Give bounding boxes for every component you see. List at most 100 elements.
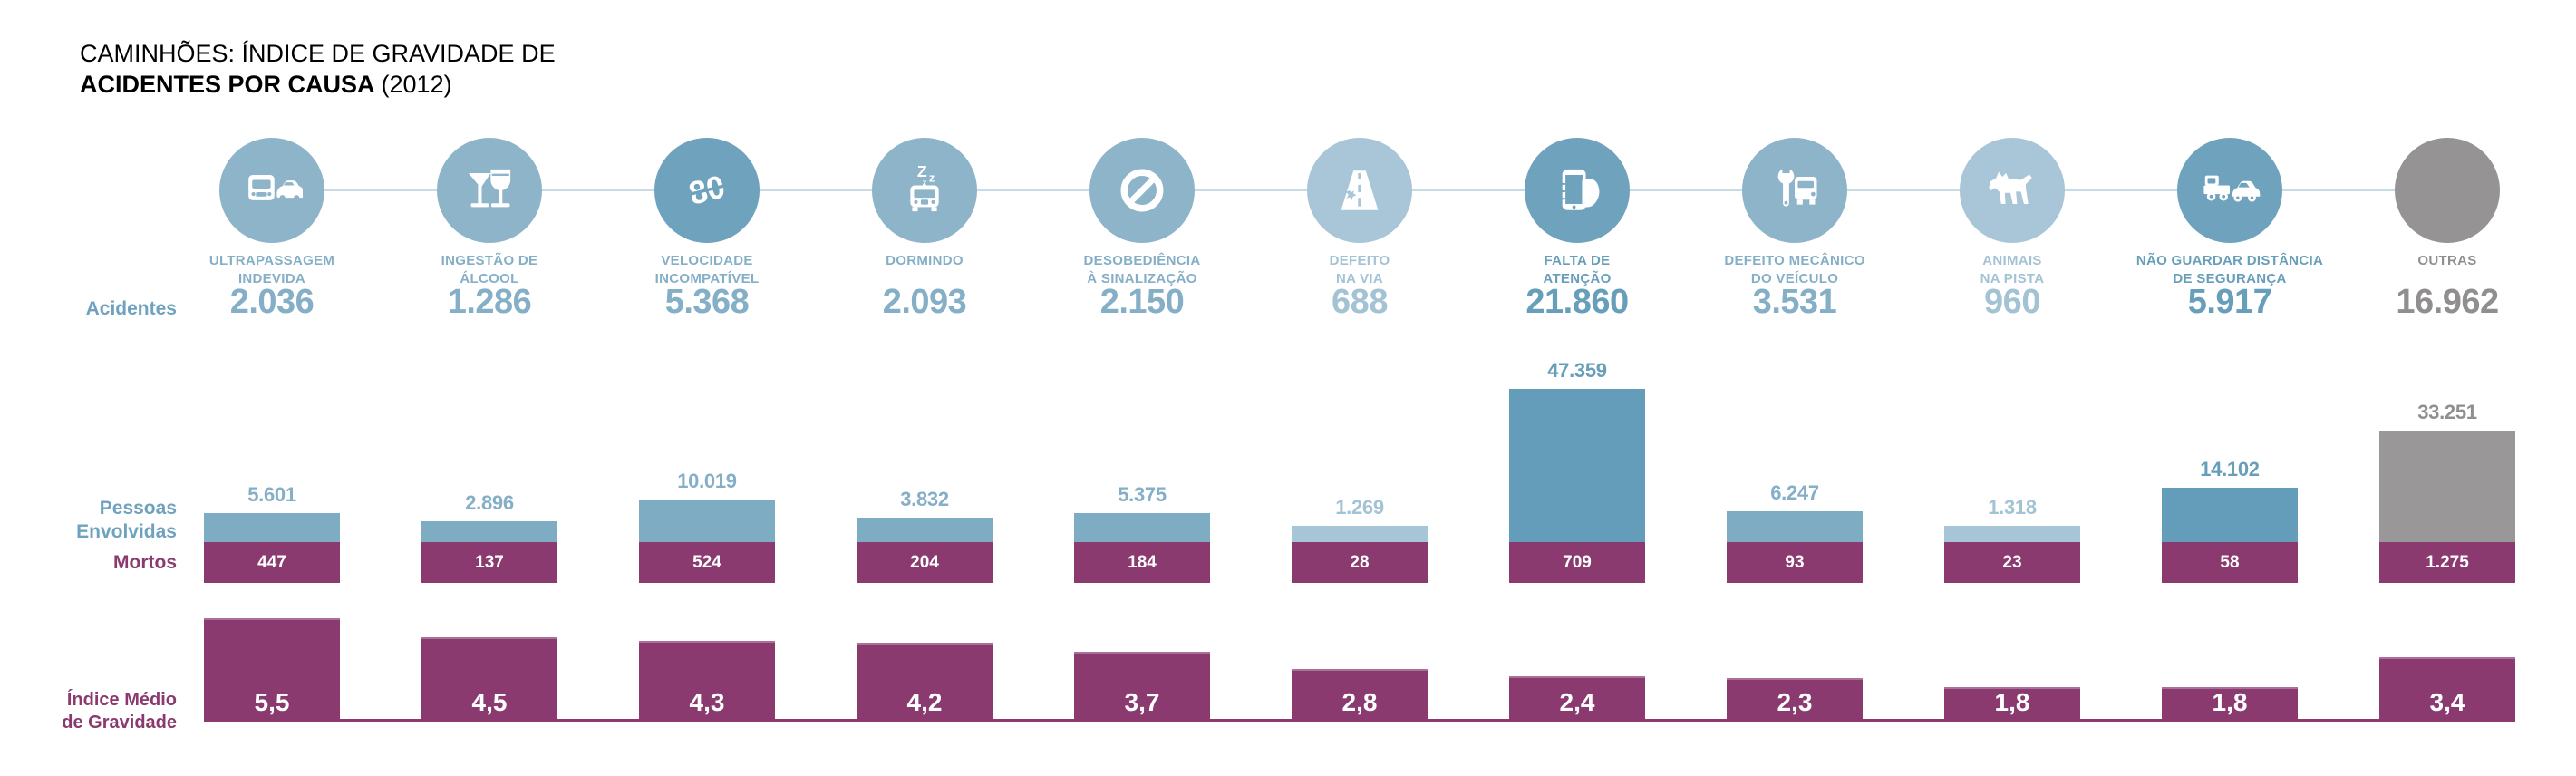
mortos-value: 184 [1128,553,1157,572]
category-circle-ultrapassagem-indevida [219,138,324,243]
indice-gravidade-value: 5,5 [254,688,290,716]
column-ultrapassagem-indevida: ULTRAPASSAGEM INDEVIDA 2.036 5.601 447 5,5 [163,0,381,776]
category-label-line: DORMINDO [886,253,964,268]
category-label-line: FALTA DE [1544,253,1611,268]
category-circle-desobediencia-a-sinalizacao [1089,138,1195,243]
category-label-velocidade-incompativel: VELOCIDADE INCOMPATÍVEL [598,252,816,288]
category-circle-defeito-na-via [1307,138,1412,243]
category-circle-outras [2395,138,2500,243]
pessoas-envolvidas-bar [2162,488,2298,542]
indice-gravidade-value: 3,7 [1124,688,1160,716]
dog-icon [1989,171,2032,204]
acidentes-value: 2.150 [1099,283,1185,321]
indice-gravidade-bar: 3,7 [1074,652,1210,721]
category-label-line: NA PISTA [1980,271,2045,286]
title-line2-bold: ACIDENTES POR CAUSA [80,71,375,98]
pessoas-envolvidas-value: 14.102 [2200,458,2260,480]
mortos-bar: 447 [204,542,340,583]
category-label-line: ÁLCOOL [460,271,519,286]
indice-gravidade-bar: 1,8 [2162,687,2298,721]
acidentes-value: 16.962 [2396,283,2499,321]
acidentes-value: 1.286 [447,283,532,321]
category-circle-dormindo: Z z z [872,138,977,243]
category-circle-velocidade-incompativel: 80 [654,138,760,243]
category-label-line: INCOMPATÍVEL [654,271,760,286]
title-line2: ACIDENTES POR CAUSA (2012) [80,69,556,100]
mortos-value: 137 [475,553,504,572]
category-label-line: ULTRAPASSAGEM [208,253,335,268]
category-label-line: À SINALIZAÇÃO [1087,271,1197,286]
row-label-indice-medio-gravidade: Índice Médio de Gravidade [0,689,177,734]
category-label-line: DESOBEDIÊNCIA [1083,253,1201,268]
indice-gravidade-value: 4,3 [689,688,725,716]
indice-gravidade-bar: 4,5 [421,637,557,721]
svg-text:Z: Z [917,162,927,180]
indice-gravidade-value: 3,4 [2429,688,2465,716]
mortos-bar: 709 [1509,542,1645,583]
row-label-gravidade-line1: Índice Médio [66,690,177,710]
category-circle-falta-de-atencao [1525,138,1630,243]
column-nao-guardar-distancia-de-seguranca: NÃO GUARDAR DISTÂNCIA DE SEGURANÇA 5.917 14… [2121,0,2339,776]
pessoas-envolvidas-value: 6.247 [1770,481,1819,504]
column-defeito-na-via: DEFEITO NA VIA 688 1.269 28 2,8 [1251,0,1468,776]
category-circle-defeito-mecanico-do-veiculo [1742,138,1847,243]
pessoas-envolvidas-bar [1944,526,2080,542]
category-label-line: INDEVIDA [237,271,306,286]
mortos-bar: 204 [857,542,993,583]
mortos-bar: 58 [2162,542,2298,583]
pessoas-envolvidas-bar [2379,431,2515,542]
pessoas-envolvidas-value: 3.832 [900,488,949,510]
mortos-bar: 93 [1727,542,1863,583]
column-animais-na-pista: ANIMAIS NA PISTA 960 1.318 23 1,8 [1903,0,2121,776]
category-label-line: VELOCIDADE [661,253,753,268]
pessoas-envolvidas-value: 1.318 [1988,496,2037,519]
column-falta-de-atencao: FALTA DE ATENÇÃO 21.860 47.359 709 2,4 [1468,0,1686,776]
tailgating-icon [2203,175,2261,202]
acidentes-value: 5.917 [2187,283,2272,321]
pessoas-envolvidas-value: 1.269 [1335,496,1384,519]
pessoas-envolvidas-bar [1509,389,1645,542]
pessoas-envolvidas-value: 10.019 [677,470,737,492]
mortos-bar: 524 [639,542,775,583]
category-label-outras: OUTRAS [2339,252,2556,270]
category-circle-ingestao-de-alcool [437,138,542,243]
category-label-line: DEFEITO [1329,253,1390,268]
category-label-line: DEFEITO MECÂNICO [1724,253,1865,268]
mortos-value: 524 [692,553,721,572]
truck-overtaking-icon [248,175,303,201]
category-label-line: INGESTÃO DE [441,253,538,268]
title-line2-year: (2012) [381,71,452,98]
indice-gravidade-bar: 5,5 [204,618,340,721]
indice-gravidade-value: 4,5 [471,688,508,716]
pessoas-envolvidas-bar [857,518,993,542]
indice-gravidade-bar: 3,4 [2379,657,2515,721]
category-label-line: DO VEÍCULO [1750,271,1839,286]
pessoas-envolvidas-bar [204,513,340,542]
alcohol-glasses-icon [468,169,511,208]
acidentes-value: 3.531 [1752,283,1837,321]
mortos-value: 447 [257,553,286,572]
no-entry-icon [1120,169,1164,212]
page-title: CAMINHÕES: ÍNDICE DE GRAVIDADE DE ACIDEN… [80,38,556,100]
indice-gravidade-value: 1,8 [1994,688,2030,716]
row-label-pessoas-line2: Envolvidas [76,521,177,542]
indice-gravidade-bar: 2,3 [1727,678,1863,721]
row-label-acidentes: Acidentes [85,298,177,319]
gravity-baseline [204,719,2515,722]
mortos-bar: 23 [1944,542,2080,583]
sleeping-truck-icon: Z z z [910,162,939,212]
indice-gravidade-bar: 4,3 [639,641,775,721]
pessoas-envolvidas-bar [421,521,557,542]
road-defect-icon [1341,170,1379,210]
pessoas-envolvidas-value: 5.375 [1118,483,1167,506]
mortos-bar: 1.275 [2379,542,2515,583]
category-circle-nao-guardar-distancia-de-seguranca [2177,138,2282,243]
category-label-line: OUTRAS [2417,253,2477,268]
acidentes-value: 5.368 [664,283,750,321]
row-label-gravidade-line2: de Gravidade [62,713,177,732]
acidentes-value: 960 [1984,283,2040,321]
acidentes-value: 2.093 [882,283,967,321]
category-label-line: ATENÇÃO [1543,271,1612,286]
